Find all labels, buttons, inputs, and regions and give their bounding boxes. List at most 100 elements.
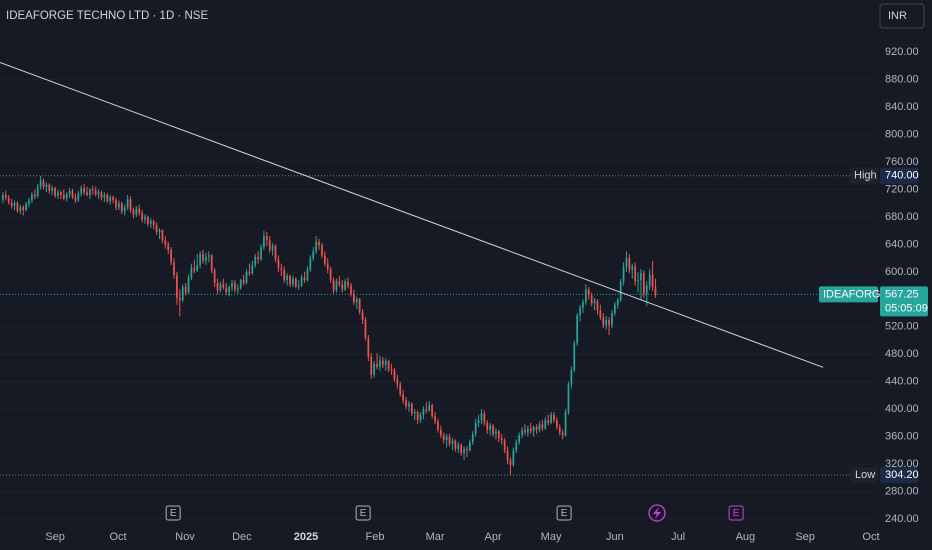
candle-body bbox=[332, 280, 335, 291]
candle-body bbox=[71, 190, 74, 198]
candle-body bbox=[616, 300, 619, 305]
candle-body bbox=[286, 275, 289, 281]
candle-body bbox=[219, 284, 222, 291]
candle-body bbox=[425, 409, 428, 411]
candle-body bbox=[390, 369, 393, 371]
candle-body bbox=[89, 189, 91, 195]
high-badge bbox=[850, 167, 878, 184]
alert-icon-bolt[interactable] bbox=[653, 507, 661, 519]
candle-body bbox=[384, 361, 387, 366]
candle-body bbox=[593, 300, 596, 304]
candle-body bbox=[184, 286, 187, 293]
candle-body bbox=[599, 310, 602, 318]
alert-icon-ring[interactable] bbox=[648, 504, 666, 522]
candle-body bbox=[13, 203, 16, 206]
candle-body bbox=[634, 266, 637, 282]
candle-body bbox=[535, 427, 538, 430]
candle-body bbox=[373, 363, 376, 375]
candle-body bbox=[248, 271, 251, 274]
candle-body bbox=[106, 194, 109, 202]
candle-body bbox=[135, 208, 138, 215]
candle-body bbox=[405, 400, 407, 407]
candle-body bbox=[228, 286, 230, 293]
candle-body bbox=[147, 216, 149, 224]
candle-body bbox=[239, 280, 242, 289]
candle-body bbox=[205, 256, 207, 261]
candle-body bbox=[358, 299, 361, 312]
candle-body bbox=[364, 319, 367, 338]
candle-body bbox=[555, 420, 558, 428]
candle-body bbox=[521, 429, 523, 436]
candle-body bbox=[483, 413, 486, 423]
candle-body bbox=[608, 319, 610, 326]
price-axis: 240.00280.00320.00360.00400.00440.00480.… bbox=[45, 46, 928, 543]
x-tick-label: Nov bbox=[175, 531, 195, 543]
candle-body bbox=[315, 241, 318, 252]
candle-body bbox=[129, 199, 132, 211]
currency-button-frame[interactable] bbox=[879, 3, 925, 29]
candle-body bbox=[25, 203, 27, 211]
candle-body bbox=[579, 307, 581, 316]
y-tick-label: 520.00 bbox=[885, 321, 919, 333]
candle-body bbox=[10, 202, 13, 206]
candle-body bbox=[643, 273, 645, 294]
candle-body bbox=[45, 184, 48, 187]
candle-body bbox=[500, 438, 503, 441]
candle-body bbox=[480, 413, 483, 421]
candle-body bbox=[587, 289, 590, 296]
candle-body bbox=[524, 429, 526, 433]
event-label[interactable]: E bbox=[360, 508, 367, 519]
event-marker[interactable] bbox=[165, 505, 181, 521]
currency-button[interactable]: INR bbox=[879, 3, 925, 29]
candle-body bbox=[451, 440, 454, 444]
candle-body bbox=[637, 280, 639, 282]
event-label[interactable]: E bbox=[170, 508, 177, 519]
x-tick-label: Dec bbox=[232, 531, 252, 543]
candle-body bbox=[7, 197, 10, 203]
candle-body bbox=[605, 319, 608, 326]
candle-body bbox=[42, 180, 45, 187]
candle-body bbox=[271, 245, 274, 250]
event-label[interactable]: E bbox=[733, 508, 740, 519]
candle-body bbox=[323, 255, 326, 264]
currency-label[interactable]: INR bbox=[888, 10, 907, 22]
candle-body bbox=[602, 317, 605, 326]
candle-body bbox=[335, 281, 338, 291]
candle-body bbox=[550, 414, 552, 423]
event-marker[interactable] bbox=[355, 505, 371, 521]
event-marker[interactable] bbox=[556, 505, 572, 521]
low-badge bbox=[850, 466, 878, 483]
candle-body bbox=[263, 236, 265, 248]
candle-body bbox=[515, 442, 518, 451]
candle-body bbox=[466, 448, 468, 451]
candle-body bbox=[431, 405, 434, 417]
candle-body bbox=[57, 192, 59, 196]
y-tick-label: 880.00 bbox=[885, 74, 919, 86]
candle-body bbox=[445, 436, 448, 441]
candle-body bbox=[329, 269, 332, 281]
candle-body bbox=[33, 194, 36, 197]
candle-body bbox=[4, 194, 7, 198]
candle-body bbox=[573, 343, 576, 371]
candle-body bbox=[352, 293, 355, 303]
x-tick-label: Aug bbox=[736, 531, 756, 543]
candle-body bbox=[622, 266, 625, 282]
candle-body bbox=[158, 229, 161, 233]
event-label[interactable]: E bbox=[561, 508, 568, 519]
candle-body bbox=[225, 287, 228, 293]
candle-body bbox=[28, 200, 30, 204]
candle-body bbox=[567, 384, 570, 412]
alert-icon[interactable] bbox=[648, 504, 666, 522]
candle-body bbox=[454, 440, 457, 449]
candle-body bbox=[541, 424, 544, 429]
candle-body bbox=[318, 241, 320, 246]
last-price-label: 567.25 bbox=[885, 288, 919, 300]
event-marker[interactable] bbox=[728, 505, 744, 521]
candle-body bbox=[193, 267, 196, 271]
candle-body bbox=[74, 197, 77, 201]
candle-body bbox=[303, 277, 306, 281]
candle-body bbox=[399, 384, 402, 395]
chart-title: IDEAFORGE TECHNO LTD · 1D · NSE bbox=[6, 10, 208, 22]
